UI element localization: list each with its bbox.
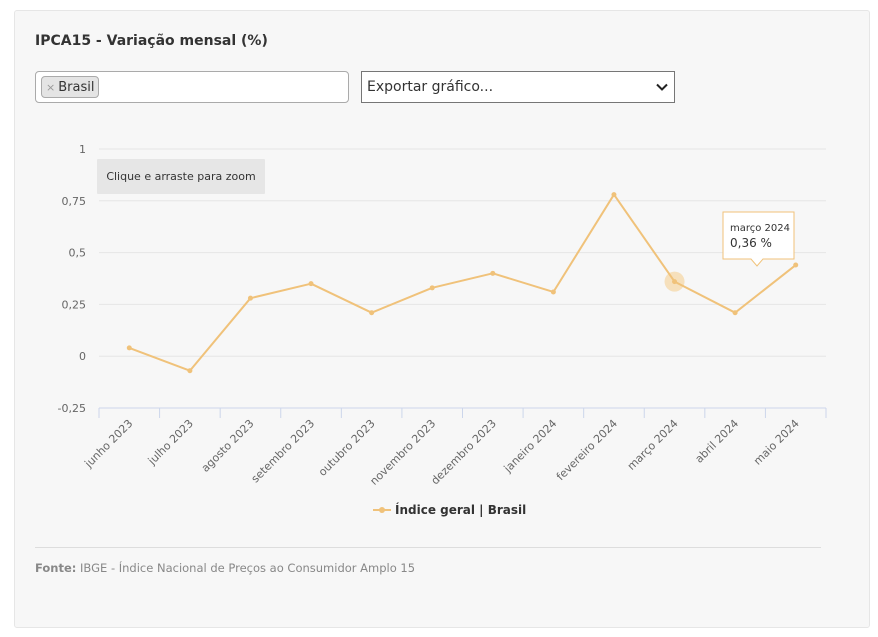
data-point[interactable] bbox=[550, 289, 556, 295]
export-chart-select[interactable]: Exportar gráfico... bbox=[361, 71, 675, 103]
export-select-label: Exportar gráfico... bbox=[367, 79, 494, 95]
legend-label: Índice geral | Brasil bbox=[395, 502, 526, 517]
series-layer bbox=[126, 192, 799, 374]
data-point[interactable] bbox=[490, 270, 496, 276]
y-tick-label: 0,75 bbox=[62, 195, 87, 208]
source-note: Fonte: IBGE - Índice Nacional de Preços … bbox=[35, 561, 415, 575]
data-point[interactable] bbox=[732, 310, 738, 316]
data-point[interactable] bbox=[308, 281, 314, 287]
source-label: Fonte: bbox=[35, 561, 77, 575]
legend[interactable]: Índice geral | Brasil bbox=[373, 502, 526, 517]
data-point[interactable] bbox=[187, 368, 193, 374]
x-tick-label: dezembro 2023 bbox=[429, 417, 499, 487]
chart-card bbox=[14, 10, 870, 628]
chevron-down-icon bbox=[656, 83, 668, 91]
region-tag-chip: × Brasil bbox=[41, 76, 100, 98]
x-tick-label: agosto 2023 bbox=[199, 417, 257, 475]
data-point[interactable] bbox=[429, 285, 435, 291]
x-tick-label: setembro 2023 bbox=[249, 417, 317, 485]
x-tick-label: maio 2024 bbox=[751, 417, 802, 468]
tooltip-value: 0,36 % bbox=[730, 236, 772, 250]
y-tick-label: 0,25 bbox=[62, 298, 87, 311]
data-point[interactable] bbox=[672, 279, 678, 285]
data-point[interactable] bbox=[369, 310, 375, 316]
chart-title: IPCA15 - Variação mensal (%) bbox=[35, 33, 268, 49]
source-text: IBGE - Índice Nacional de Preços ao Cons… bbox=[76, 561, 416, 575]
data-point[interactable] bbox=[611, 192, 617, 198]
data-point[interactable] bbox=[793, 262, 799, 268]
series-line bbox=[128, 193, 797, 372]
zoom-hint-text: Clique e arraste para zoom bbox=[106, 170, 255, 183]
tooltip: março 2024 0,36 % bbox=[722, 211, 795, 267]
x-tick-label: junho 2023 bbox=[82, 417, 136, 471]
zoom-hint: Clique e arraste para zoom bbox=[97, 159, 265, 194]
x-tick-label: julho 2023 bbox=[145, 417, 196, 468]
x-tick-label: março 2024 bbox=[625, 417, 681, 473]
y-tick-label: 0,5 bbox=[69, 247, 87, 260]
data-point[interactable] bbox=[126, 345, 132, 351]
x-tick-label: outubro 2023 bbox=[316, 417, 378, 479]
x-tick-label: fevereiro 2024 bbox=[554, 417, 620, 483]
data-point[interactable] bbox=[247, 295, 253, 301]
y-tick-label: 0 bbox=[79, 350, 86, 363]
region-tag-label: Brasil bbox=[58, 79, 95, 95]
y-axis-ticks: -0,25 0 0,25 0,5 0,75 1 bbox=[58, 143, 86, 415]
x-tick-label: novembro 2023 bbox=[367, 417, 438, 488]
x-tick-label: abril 2024 bbox=[693, 417, 742, 466]
x-axis: junho 2023 julho 2023 agosto 2023setembro … bbox=[82, 407, 827, 488]
tag-remove-icon[interactable]: × bbox=[46, 80, 56, 94]
y-tick-label: -0,25 bbox=[58, 402, 86, 415]
x-tick-label: janeiro 2024 bbox=[501, 417, 560, 476]
footer-divider bbox=[35, 547, 821, 548]
legend-dot-marker bbox=[379, 507, 385, 513]
tooltip-date: março 2024 bbox=[730, 223, 790, 234]
region-tag-input[interactable]: × Brasil bbox=[35, 71, 349, 103]
y-tick-label: 1 bbox=[79, 143, 86, 156]
